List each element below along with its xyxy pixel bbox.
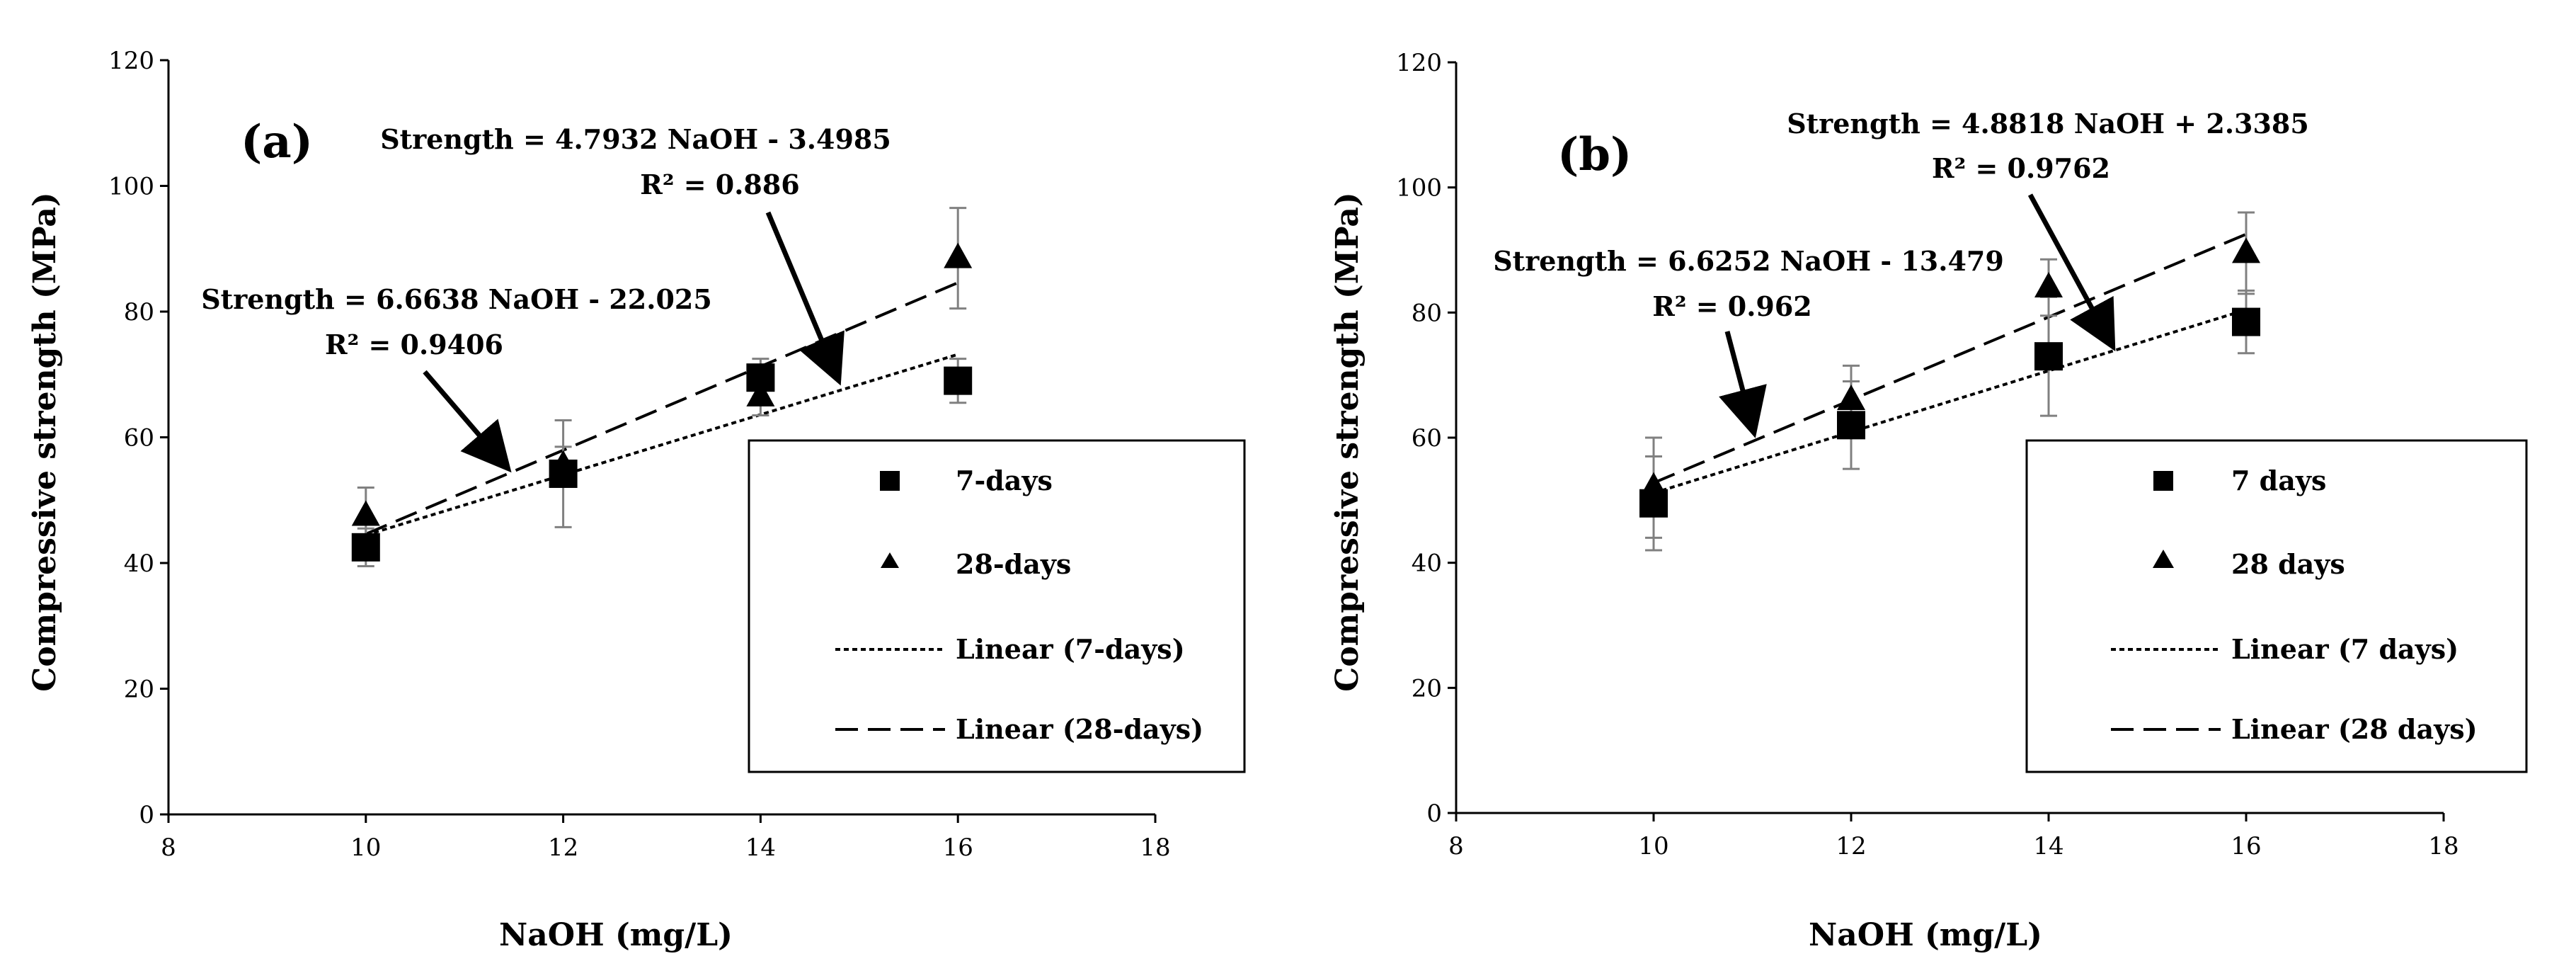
y-tick-label-b-120: 120 [1396,49,1442,77]
x-tick-label-b-10: 10 [1638,832,1668,860]
legend-box-b [2025,439,2528,773]
legend-a: 7-days 28-days Linear (7-days) Linear (2… [748,439,1246,773]
y-tick-label-a-80: 80 [124,298,154,326]
y-tick-label-a-120: 120 [108,47,154,75]
annotation-equation-b-2: Strength = 6.6252 NaOH - 13.479 [1493,245,2004,277]
x-tick-label-b-8: 8 [1448,832,1464,860]
y-tick-label-b-20: 20 [1412,674,1442,703]
chart-b: 0 20 40 60 80 100 120 8 10 12 14 16 18 (b) Compressi… [1329,49,2528,953]
legend-marker-28days-b [2153,550,2174,568]
point-triangle-b-1 [1837,385,1865,410]
annotation-arrow-b-1 [2027,193,2116,352]
point-square-a-0 [351,533,380,562]
legend-b: 7 days 28 days Linear (7 days) Linear (2… [2025,439,2528,773]
point-triangle-a-2 [746,380,775,406]
trendline-a-0 [365,353,958,537]
point-square-b-3 [2232,307,2260,336]
point-triangle-a-1 [549,450,578,476]
trendline-b-1 [1653,232,2247,484]
plot-area-b: 0 20 40 60 80 100 120 8 10 12 14 16 18 [1396,49,2459,860]
y-tick-label-a-20: 20 [124,676,154,704]
legend-label-b-1: 28 days [2231,548,2345,580]
legend-label-a-0: 7-days [956,465,1053,496]
legend-label-a-1: 28-days [956,548,1071,580]
point-square-b-1 [1837,411,1865,440]
point-triangle-b-2 [2034,272,2063,297]
x-tick-label-b-14: 14 [2033,832,2063,860]
y-tick-label-b-0: 0 [1426,800,1442,828]
y-tick-label-a-100: 100 [108,173,154,201]
x-tick-label-b-16: 16 [2231,832,2261,860]
x-tick-label-a-8: 8 [161,834,176,862]
legend-label-b-0: 7 days [2231,465,2326,496]
y-tick-label-a-60: 60 [124,424,154,453]
trendline-b-0 [1653,308,2247,495]
legend-label-b-3: Linear (28 days) [2231,713,2478,745]
legend-marker-28days-a [881,552,899,568]
annotation-r2-b-2: R² = 0.962 [1652,290,1812,322]
y-tick-label-a-40: 40 [124,550,154,578]
y-tick-label-b-80: 80 [1412,299,1442,327]
y-tick-label-b-40: 40 [1412,550,1442,578]
y-tick-label-b-60: 60 [1412,424,1442,453]
legend-label-a-2: Linear (7-days) [956,633,1185,665]
point-triangle-b-0 [1639,472,1668,498]
y-tick-label-b-100: 100 [1396,174,1442,203]
legend-label-b-2: Linear (7 days) [2231,633,2458,665]
legend-box-a [748,439,1246,773]
x-tick-label-a-10: 10 [350,834,381,862]
y-tick-label-a-0: 0 [139,801,154,829]
annotation-r2-a-1: R² = 0.886 [640,169,800,200]
x-tick-label-b-18: 18 [2428,832,2458,860]
legend-marker-7days-a [880,471,900,491]
point-triangle-a-3 [944,242,973,268]
x-tick-label-a-14: 14 [745,834,776,862]
annotation-equation-a-2: Strength = 6.6638 NaOH - 22.025 [201,283,712,315]
annotation-equation-b-1: Strength = 4.8818 NaOH + 2.3385 [1787,108,2309,140]
x-tick-label-a-18: 18 [1140,834,1170,862]
x-tick-label-b-12: 12 [1836,832,1866,860]
annotation-equation-a-1: Strength = 4.7932 NaOH - 3.4985 [380,123,891,155]
x-axis-title-a: NaOH (mg/L) [499,917,733,953]
point-triangle-a-0 [351,500,380,526]
y-axis-title-b: Compressive strength (MPa) [1329,192,1366,691]
x-tick-label-a-16: 16 [943,834,973,862]
annotation-arrow-a-2 [423,370,512,473]
x-axis-title-b: NaOH (mg/L) [1809,917,2042,953]
chart-a: 0 20 40 60 80 100 120 8 10 12 14 16 18 (a) Compressi… [27,47,1246,953]
panel-label-a: (a) [241,115,313,169]
plot-area-a: 0 20 40 60 80 100 120 8 10 12 14 16 18 [108,47,1171,862]
point-triangle-b-3 [2232,237,2260,263]
trendline-a-1 [365,281,958,535]
annotation-r2-a-2: R² = 0.9406 [325,329,503,360]
annotation-r2-b-1: R² = 0.9762 [1932,152,2110,184]
annotation-arrow-a-1 [765,211,845,386]
legend-marker-7days-b [2153,471,2173,491]
point-square-b-2 [2034,342,2063,371]
y-axis-title-a: Compressive strength (MPa) [27,192,63,691]
point-square-a-3 [944,366,973,395]
annotation-arrow-b-2 [1719,331,1767,438]
panel-label-b: (b) [1557,128,1632,181]
x-tick-label-a-12: 12 [548,834,578,862]
legend-label-a-3: Linear (28-days) [956,713,1203,745]
